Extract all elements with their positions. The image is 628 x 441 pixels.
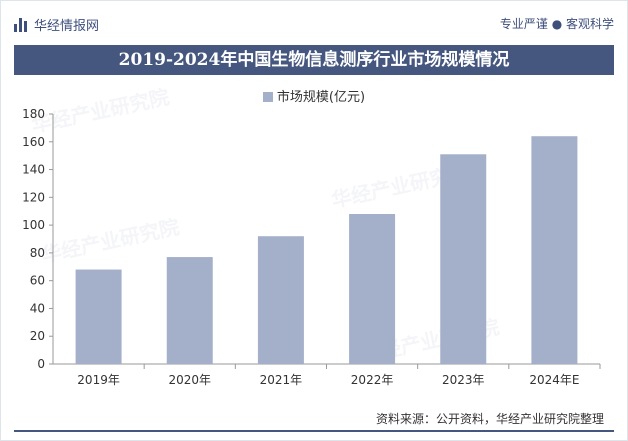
bar <box>75 269 122 364</box>
bar <box>166 257 213 364</box>
x-tick-label: 2022年 <box>351 373 394 387</box>
x-tick-label: 2020年 <box>168 373 211 387</box>
tagline: 专业严谨 ● 客观科学 <box>499 17 614 31</box>
y-tick-label: 60 <box>30 274 45 288</box>
legend-swatch-icon <box>262 92 273 102</box>
x-tick-label: 2024年E <box>529 373 579 387</box>
x-tick-label: 2021年 <box>260 373 303 387</box>
y-tick-label: 140 <box>22 163 45 177</box>
bar <box>531 136 578 364</box>
legend-label: 市场规模(亿元) <box>276 90 366 105</box>
y-tick-label: 40 <box>30 301 45 315</box>
bar <box>257 236 304 364</box>
x-tick-label: 2019年 <box>77 373 120 387</box>
y-tick-label: 180 <box>22 107 45 121</box>
brand: 华经情报网 <box>14 15 99 34</box>
y-tick-label: 160 <box>22 135 45 149</box>
top-bar: 华经情报网 专业严谨 ● 客观科学 <box>14 14 614 36</box>
y-tick-label: 0 <box>37 357 45 371</box>
source-note: 资料来源：公开资料，华经产业研究院整理 <box>375 412 604 426</box>
brand-name: 华经情报网 <box>34 19 100 34</box>
chart-title: 2019-2024年中国生物信息测序行业市场规模情况 <box>14 45 614 75</box>
y-tick-label: 120 <box>22 190 45 204</box>
y-tick-label: 20 <box>30 329 45 343</box>
brand-logo-icon <box>14 17 28 32</box>
x-tick-label: 2023年 <box>442 373 485 387</box>
legend: 市场规模(亿元) <box>0 86 628 105</box>
y-tick-label: 100 <box>22 218 45 232</box>
bar <box>440 154 487 364</box>
bottom-rule <box>14 430 614 432</box>
y-tick-label: 80 <box>30 246 45 260</box>
bar <box>349 214 396 364</box>
